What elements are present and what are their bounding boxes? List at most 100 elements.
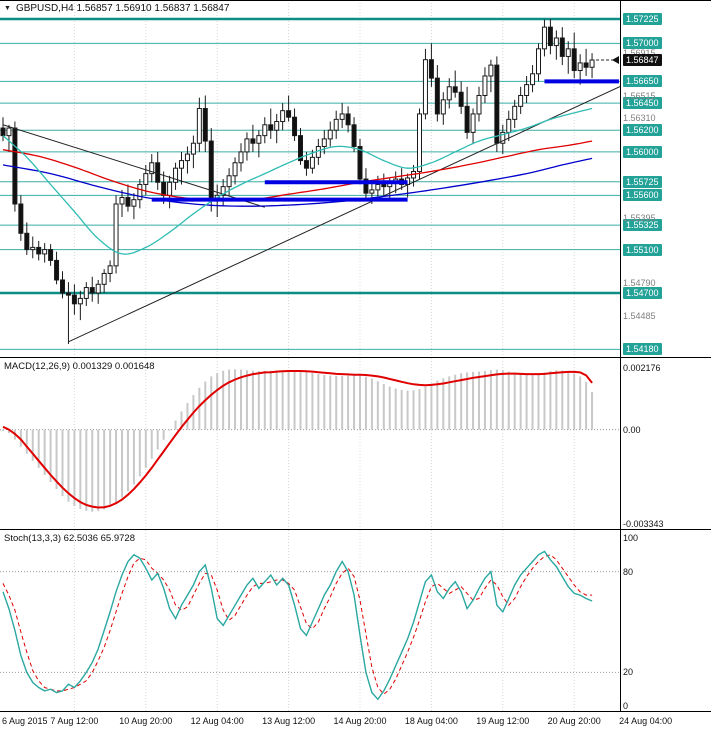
candle: [577, 62, 583, 72]
price-axis-tick: 1.56915: [623, 47, 656, 58]
macd-bar: [245, 370, 248, 430]
candle: [541, 26, 547, 50]
candle: [458, 91, 464, 107]
stoch-scale-label: 0: [623, 701, 629, 711]
macd-bar: [370, 378, 373, 430]
price-level-badge: 1.56200: [623, 124, 662, 137]
price-scale[interactable]: 1.57225 1.57000 1.56650 1.56450 1.56200 1.560…: [621, 0, 711, 712]
price-level-badge: 1.56000: [623, 145, 662, 158]
macd-bar: [579, 376, 582, 430]
candle: [137, 183, 143, 201]
candle: [83, 287, 89, 299]
candle: [149, 162, 155, 175]
time-label: 10 Aug 20:00: [119, 716, 173, 726]
candle: [333, 118, 339, 131]
panel-separator-main-macd[interactable]: [0, 357, 711, 358]
macd-bar: [442, 378, 445, 430]
macd-bar: [198, 387, 201, 430]
macd-bar: [501, 370, 504, 430]
time-label: 6 Aug 2015: [2, 716, 48, 726]
candle: [202, 108, 208, 142]
macd-scale-label: 0.00: [623, 424, 641, 435]
candle: [381, 183, 387, 188]
stoch-chart-canvas[interactable]: [0, 530, 620, 711]
macd-bar: [466, 372, 469, 430]
macd-bar: [79, 429, 82, 509]
macd-bar: [180, 411, 183, 430]
candles-layer: [0, 18, 595, 344]
macd-bar: [537, 373, 540, 430]
macd-bar: [49, 429, 52, 483]
candle: [125, 196, 131, 207]
candle: [589, 59, 595, 68]
macd-bar: [454, 374, 457, 430]
macd-bar: [591, 391, 594, 430]
candle: [143, 173, 149, 185]
macd-bar: [489, 370, 492, 430]
chart-title: ▼ GBPUSD,H4 1.56857 1.56910 1.56837 1.56…: [4, 3, 229, 14]
candle: [345, 113, 351, 126]
candle: [298, 135, 303, 162]
candle: [518, 94, 524, 107]
candle: [190, 142, 196, 155]
macd-bar: [210, 376, 213, 430]
stoch-signal-line: [2, 554, 593, 695]
macd-bar: [478, 371, 480, 430]
macd-bar: [263, 371, 266, 430]
macd-bar: [121, 429, 123, 498]
time-axis[interactable]: 6 Aug 2015 7 Aug 12:00 10 Aug 20:00 12 Aug …: [0, 712, 711, 733]
candle: [494, 64, 500, 144]
macd-bar: [412, 390, 415, 430]
candle: [464, 105, 470, 133]
macd-bar: [335, 375, 338, 430]
macd-bar: [132, 429, 135, 485]
price-chart-canvas[interactable]: [0, 0, 620, 357]
macd-bar: [115, 429, 118, 503]
candle: [470, 113, 476, 133]
macd-bar: [382, 384, 385, 430]
price-level-badge: 1.56450: [623, 97, 662, 110]
macd-bar: [204, 381, 207, 430]
macd-bar: [567, 371, 570, 430]
macd-bar: [359, 375, 361, 430]
candle: [65, 292, 71, 296]
time-label: 12 Aug 04:00: [190, 716, 244, 726]
price-axis-tick: 1.56310: [623, 113, 656, 124]
macd-bar: [472, 371, 475, 430]
macd-bar: [73, 429, 76, 507]
macd-bar: [257, 371, 260, 430]
macd-chart-canvas[interactable]: [0, 358, 620, 529]
price-level-badge: 1.57000: [623, 37, 662, 50]
candle: [0, 127, 6, 137]
candle: [428, 59, 434, 79]
macd-bar: [495, 369, 498, 430]
macd-bar: [555, 370, 558, 430]
symbol-dropdown-icon: ▼: [4, 4, 11, 12]
panel-separator-macd-stoch[interactable]: [0, 529, 711, 530]
macd-bar: [364, 376, 367, 430]
ma-red-line: [2, 140, 593, 202]
candle: [54, 259, 60, 281]
macd-bar: [376, 381, 379, 430]
macd-bar: [67, 429, 70, 502]
candle: [256, 135, 262, 144]
macd-bar: [585, 382, 588, 430]
macd-histogram-layer: [2, 369, 594, 512]
macd-bar: [216, 373, 219, 430]
macd-bar: [251, 370, 254, 430]
candle: [232, 162, 238, 177]
candle: [559, 37, 565, 57]
macd-bar: [275, 370, 278, 430]
price-level-badge: 1.56650: [623, 75, 662, 88]
macd-bar: [573, 373, 576, 430]
candle: [327, 129, 333, 140]
macd-bar: [388, 386, 391, 430]
candle: [36, 246, 42, 255]
price-level-badge: 1.55100: [623, 243, 662, 256]
panel-separator-stoch-axis: [0, 711, 711, 712]
macd-bar: [168, 429, 171, 431]
macd-bar: [281, 370, 284, 430]
candle: [500, 131, 506, 144]
macd-bar: [234, 369, 237, 430]
